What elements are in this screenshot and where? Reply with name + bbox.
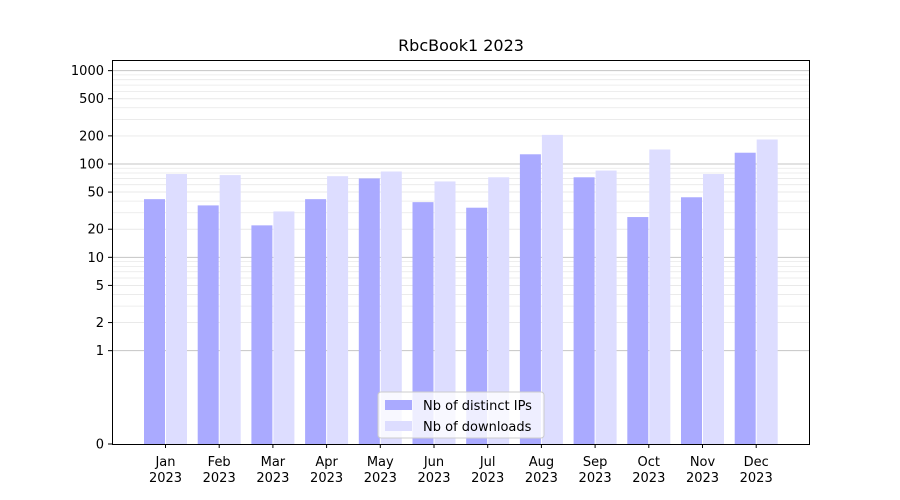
y-tick-label: 5 [96,279,104,294]
bar-downloads [595,170,617,444]
x-tick-label-month: Oct [638,455,660,470]
x-tick-label-year: 2023 [632,471,665,486]
legend-label: Nb of downloads [423,420,532,435]
y-tick-label: 1000 [71,64,104,79]
plot-frame [112,60,810,445]
y-tick-label: 500 [79,92,104,107]
legend-box [377,391,545,439]
x-tick-label-month: Dec [744,455,769,470]
chart-title: RbcBook1 2023 [398,36,524,55]
x-tick-label-month: Apr [315,455,338,470]
x-axis: Jan2023Feb2023Mar2023Apr2023May2023Jun20… [149,444,773,486]
bar-distinct-ips [466,207,488,444]
x-tick-label-year: 2023 [203,471,236,486]
x-tick-label-month: Feb [208,455,231,470]
bar-downloads [703,174,724,444]
bar-downloads [327,176,349,445]
x-tick-label-year: 2023 [579,471,612,486]
y-tick-label: 50 [87,186,104,201]
bar-downloads [541,134,563,444]
y-tick-label: 10 [87,251,104,266]
bar-distinct-ips [412,202,434,444]
y-tick-label: 2 [96,316,104,331]
bar-downloads [434,181,456,444]
bar-downloads [649,149,671,444]
bars-layer [144,134,778,445]
bar-distinct-ips [573,177,595,444]
bar-distinct-ips [734,152,756,444]
y-tick-label: 20 [87,223,104,238]
y-tick-label: 200 [79,129,104,144]
x-tick-label-month: Nov [690,455,716,470]
x-tick-label-year: 2023 [686,471,719,486]
legend: Nb of distinct IPs Nb of downloads [377,391,545,439]
bar-downloads [488,177,510,444]
bar-downloads [219,175,241,444]
x-tick-label-year: 2023 [310,471,343,486]
legend-label: Nb of distinct IPs [423,399,532,414]
bar-distinct-ips [251,225,273,444]
x-tick-label-month: Jan [154,455,175,470]
x-tick-label-month: Mar [261,455,286,470]
x-tick-label-month: May [367,455,394,470]
bar-downloads [166,174,187,444]
bar-distinct-ips [358,178,380,444]
x-tick-label-year: 2023 [471,471,504,486]
y-axis: 0 1 2 5 10 20 50 100 200 500 1000 [71,64,112,453]
bar-distinct-ips [519,154,541,445]
y-tick-label: 1 [96,344,104,359]
bar-downloads [756,139,778,444]
legend-swatch [385,400,412,410]
x-tick-label-month: Jun [423,455,444,470]
y-tick-label: 100 [79,157,104,172]
bar-distinct-ips [197,205,219,444]
y-tick-label: 0 [96,438,104,453]
legend-swatch [385,421,412,431]
x-tick-label-year: 2023 [256,471,289,486]
x-tick-label-month: Sep [583,455,608,470]
bar-distinct-ips [627,217,649,444]
x-tick-label-month: Aug [529,455,554,470]
bar-distinct-ips [305,199,327,444]
x-tick-label-year: 2023 [364,471,397,486]
bar-distinct-ips [681,197,702,444]
bar-distinct-ips [144,199,165,444]
x-tick-label-month: Jul [479,455,496,470]
x-tick-label-year: 2023 [525,471,558,486]
bar-downloads [380,171,402,445]
bar-downloads [273,211,295,444]
x-tick-label-year: 2023 [149,471,182,486]
x-tick-label-year: 2023 [740,471,773,486]
x-tick-label-year: 2023 [417,471,450,486]
